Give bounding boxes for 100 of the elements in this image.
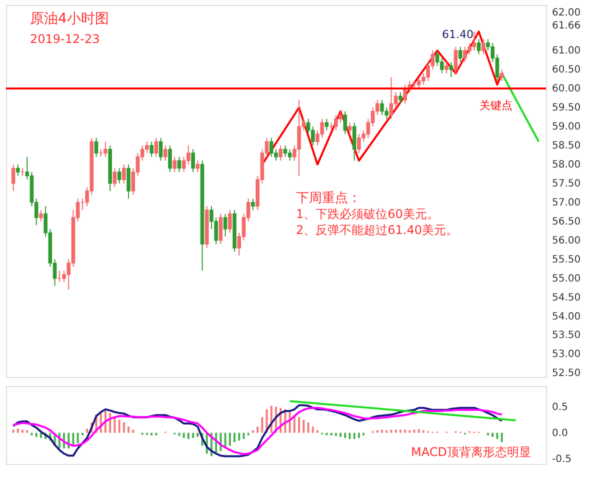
y-tick-label: 59.50 [552,102,581,114]
y-tick-label: 54.50 [552,292,581,304]
y-tick-label: 54.00 [552,311,581,322]
bar [381,430,383,433]
candlestick [218,213,223,245]
candlestick [454,46,458,74]
candlestick [228,209,232,234]
bar [399,430,402,433]
bar [132,430,134,433]
bar [22,430,24,433]
y-tick-label: 0.0 [552,428,568,439]
candlestick [150,141,154,158]
candlestick [476,38,481,55]
bar [362,432,365,436]
bar [187,432,190,440]
bar [293,416,296,433]
candlestick [481,38,486,55]
candlestick [117,168,122,184]
bar [122,422,125,433]
bar [86,428,88,433]
candlestick [458,46,462,62]
candlestick [191,148,195,173]
candlestick [283,144,288,158]
bar [242,432,245,440]
bar [394,430,397,433]
bar [178,432,180,436]
y-tick-label: 57.00 [552,197,581,208]
candlestick [11,164,16,192]
y-tick-label: 55.00 [552,273,581,284]
candlestick [163,144,168,162]
bar [128,426,130,433]
candlestick [154,137,158,158]
text: 2019-12-23 [30,32,100,46]
bar [252,430,254,433]
candlestick [112,168,117,188]
candlestick [352,122,356,162]
bar [150,432,153,436]
y-tick-label: 60.00 [552,84,581,95]
bar [496,432,498,440]
y-tick-label: 53.50 [552,330,581,342]
bar [35,432,38,437]
bar [155,432,158,436]
bar [500,432,503,442]
candlestick [104,141,108,158]
bar [487,432,489,436]
y-tick-label: 57.50 [552,178,581,190]
candlestick [348,122,352,135]
bar [192,432,194,438]
y-tick-label: 55.50 [552,254,581,266]
candlestick [16,164,20,176]
bar [334,432,337,436]
bar [182,432,185,438]
bar [358,432,360,438]
bar [307,422,310,433]
candlestick [196,160,200,173]
bar [238,432,240,441]
y-tick-label: 59.00 [552,121,581,132]
candlestick [324,118,329,131]
y-tick-label: 61.00 [552,46,581,57]
bar [228,432,231,446]
bar [348,432,351,440]
bar [353,432,356,440]
bar [492,432,494,437]
annotation: 2、反弹不能超过61.40美元。 [296,223,458,237]
annotation: 1、下跌必须破位60美元。 [296,207,439,221]
candlestick [444,61,448,74]
candlestick [310,126,315,146]
annotation: MACD顶背离形态明显 [411,445,531,459]
candlestick [126,164,130,200]
annotation: 下周重点： [296,191,361,206]
candlestick [288,148,292,162]
bar [316,430,318,433]
bar [114,417,116,433]
candlestick [94,137,98,158]
bar [390,430,392,433]
y-tick-label: 56.00 [552,235,581,246]
bar [298,417,300,433]
bar [386,430,388,433]
candlestick [251,198,255,210]
bar [340,432,342,437]
candlestick [343,110,348,135]
y-tick-label: 53.00 [552,349,581,360]
candlestick [122,164,126,184]
bar [12,430,14,433]
candlestick [449,61,454,78]
y-tick-label: -0.5 [552,454,572,465]
y-tick-label: 56.50 [552,216,581,228]
bar [76,432,79,444]
bar [261,417,264,433]
bar [234,432,236,442]
ref-line-label: 关键点 [480,99,512,112]
bar [40,432,42,438]
candlestick [168,144,172,173]
bar [26,430,28,433]
candlestick [177,156,182,173]
chart-title: 原油4小时图 [30,11,109,27]
candlestick [403,84,407,104]
y-tick-label: 0.5 [552,402,568,413]
bar [413,430,416,433]
bar [404,430,406,433]
